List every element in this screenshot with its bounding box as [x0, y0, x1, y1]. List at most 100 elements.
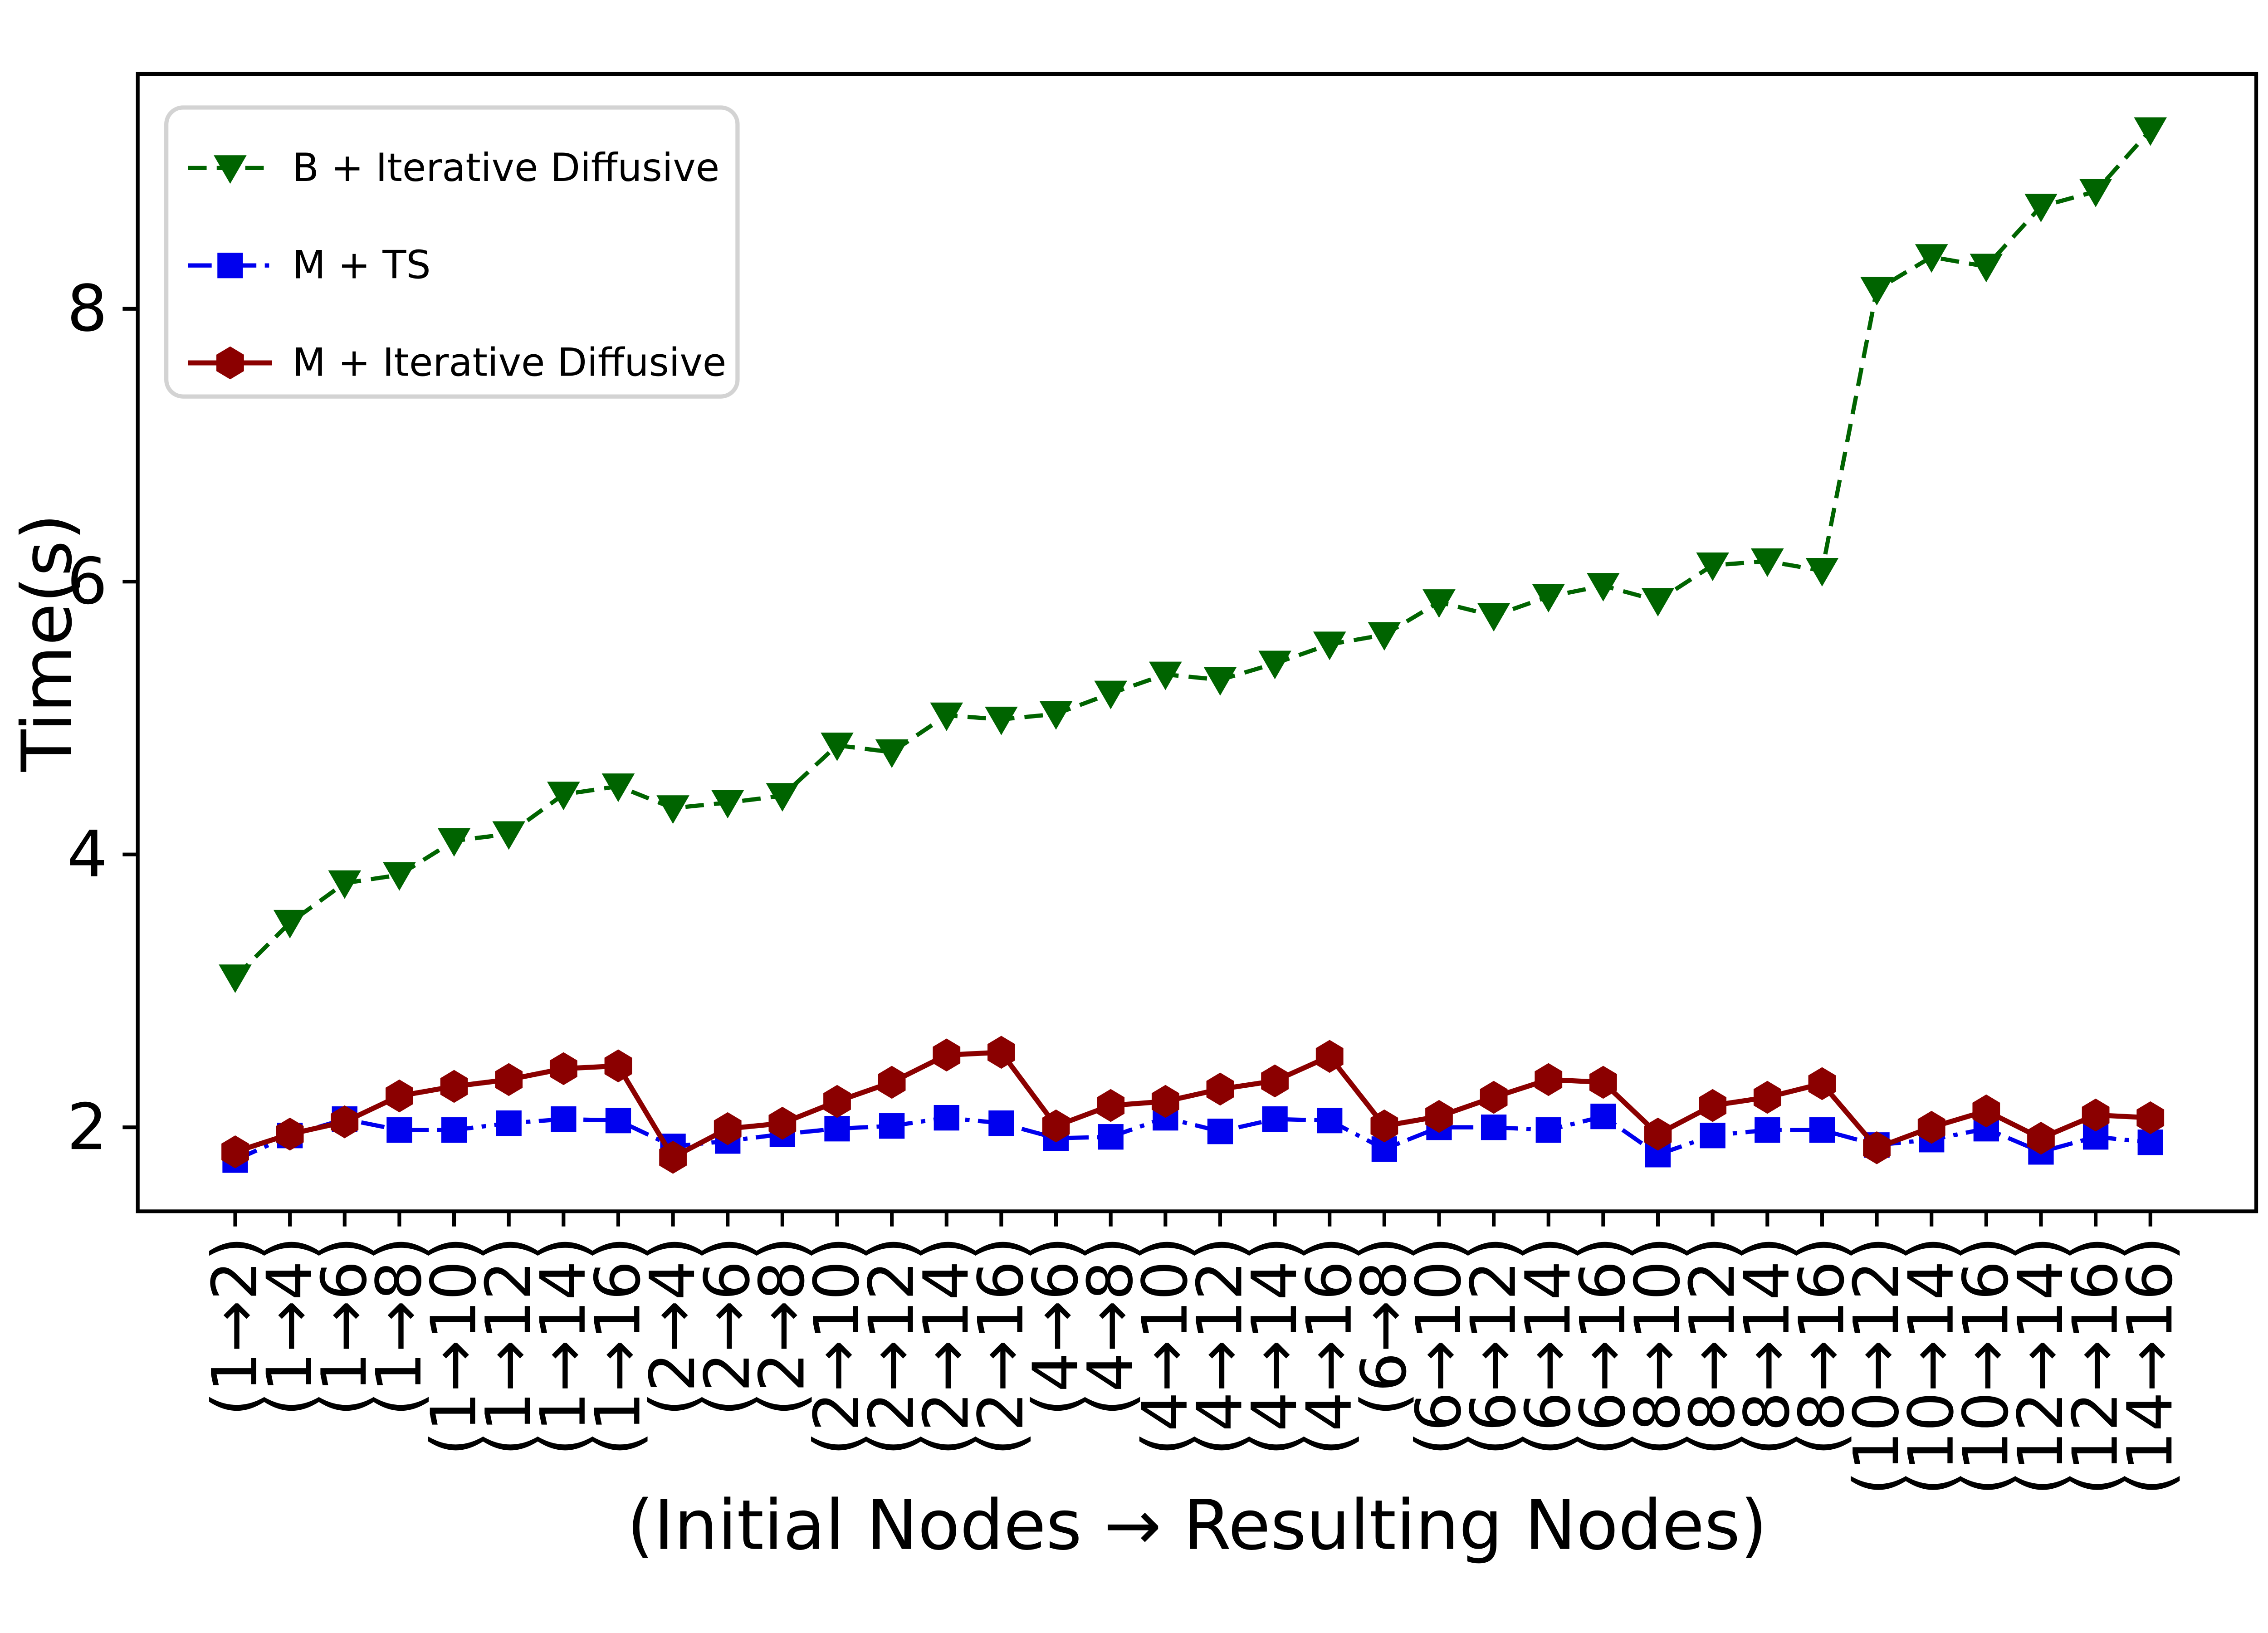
- square-marker: [1317, 1108, 1343, 1134]
- triangle-down-marker: [1094, 680, 1127, 709]
- square-marker: [1262, 1106, 1288, 1132]
- triangle-down-marker: [1696, 552, 1729, 581]
- square-marker: [934, 1105, 959, 1131]
- legend-label: B + Iterative Diffusive: [292, 146, 719, 191]
- hexagon-marker: [440, 1070, 468, 1103]
- triangle-down-marker: [656, 795, 689, 824]
- triangle-down-marker: [601, 773, 635, 802]
- triangle-down-marker: [1587, 573, 1620, 602]
- hexagon-marker: [1097, 1089, 1125, 1122]
- x-axis-title: (Initial Nodes → Resulting Nodes): [627, 1485, 1767, 1565]
- square-marker: [1207, 1119, 1233, 1144]
- hexagon-marker: [1151, 1085, 1179, 1118]
- triangle-down-marker: [273, 909, 307, 939]
- x-axis-tick-label: (8→14): [1731, 1237, 1804, 1456]
- hexagon-marker: [1370, 1109, 1398, 1143]
- hexagon-marker: [221, 1135, 249, 1169]
- triangle-down-marker: [1422, 589, 1456, 618]
- triangle-down-marker: [875, 739, 909, 768]
- legend-box: [164, 105, 740, 399]
- triangle-down-marker: [492, 821, 525, 850]
- triangle-down-marker: [219, 964, 252, 993]
- triangle-down-marker: [1368, 622, 1401, 651]
- triangle-down-marker: [1313, 631, 1346, 660]
- hexagon-marker: [1480, 1081, 1508, 1114]
- square-marker: [441, 1117, 467, 1143]
- legend-hexagon-icon: [216, 346, 244, 380]
- series-line: [234, 128, 2152, 979]
- triangle-down-marker: [547, 782, 580, 811]
- hexagon-marker: [1261, 1064, 1289, 1098]
- triangle-down-marker: [1915, 244, 1948, 273]
- x-axis-tick-label: (10→12): [1841, 1237, 1913, 1495]
- x-axis-tick-label: (8→16): [1786, 1237, 1858, 1456]
- x-axis-tick-label: (6→12): [1458, 1237, 1530, 1456]
- triangle-down-marker: [2024, 194, 2058, 222]
- hexagon-marker: [1917, 1110, 1945, 1144]
- square-marker: [1535, 1117, 1561, 1143]
- y-axis-tick-label: 4: [67, 817, 108, 892]
- x-axis-tick-label: (6→10): [1403, 1237, 1475, 1456]
- legend-entry: M + Iterative Diffusive: [188, 341, 726, 386]
- legend-label: M + Iterative Diffusive: [292, 341, 726, 386]
- x-axis-tick-label: (2→10): [801, 1237, 873, 1456]
- triangle-down-marker: [2079, 178, 2112, 207]
- x-axis-tick-label: (4→6): [1020, 1237, 1092, 1416]
- x-axis-tick-label: (6→16): [1567, 1237, 1639, 1456]
- y-axis-tick-label: 6: [67, 544, 108, 619]
- square-marker: [824, 1116, 850, 1142]
- hexagon-marker: [659, 1141, 687, 1174]
- hexagon-marker: [1206, 1072, 1234, 1106]
- legend-square-icon: [217, 253, 243, 279]
- triangle-down-marker: [437, 828, 471, 857]
- hexagon-marker: [1535, 1063, 1563, 1096]
- x-axis-tick-label: (4→8): [1075, 1237, 1147, 1416]
- series-b-iterative-diffusive: [219, 117, 2167, 993]
- legend-entry: B + Iterative Diffusive: [188, 146, 719, 191]
- y-axis-tick-label: 2: [67, 1090, 108, 1164]
- triangle-down-marker: [1641, 588, 1675, 617]
- triangle-down-marker: [766, 783, 799, 812]
- x-axis-tick-label: (14→16): [2114, 1237, 2186, 1495]
- hexagon-marker: [331, 1105, 359, 1139]
- plot-border: [136, 72, 2258, 1213]
- x-axis-tick-label: (2→12): [856, 1237, 928, 1456]
- x-axis-tick-label: (1→12): [473, 1237, 545, 1456]
- hexagon-marker: [1644, 1117, 1672, 1151]
- square-marker: [1809, 1117, 1835, 1143]
- hexagon-marker: [768, 1106, 797, 1140]
- hexagon-marker: [386, 1079, 413, 1113]
- hexagon-marker: [276, 1117, 304, 1151]
- hexagon-marker: [987, 1036, 1015, 1069]
- x-axis-tick-label: (1→8): [363, 1237, 435, 1416]
- x-axis-tick-label: (1→6): [308, 1237, 381, 1416]
- hexagon-marker: [1753, 1081, 1781, 1114]
- y-axis-title: Time(s): [7, 513, 87, 772]
- hexagon-marker: [878, 1066, 906, 1099]
- square-marker: [1098, 1124, 1124, 1150]
- legend-label: M + TS: [292, 243, 430, 288]
- x-axis-tick-label: (1→10): [418, 1237, 490, 1456]
- square-marker: [1755, 1117, 1780, 1143]
- hexagon-marker: [549, 1052, 577, 1085]
- square-marker: [1700, 1123, 1725, 1149]
- x-axis-tick-label: (4→14): [1239, 1237, 1311, 1456]
- square-marker: [496, 1110, 522, 1136]
- triangle-down-marker: [2134, 117, 2167, 146]
- triangle-down-marker: [711, 790, 744, 819]
- x-axis-tick-label: (4→16): [1294, 1237, 1366, 1456]
- x-axis-tick-label: (12→14): [2005, 1237, 2077, 1495]
- triangle-down-marker: [1039, 701, 1073, 730]
- x-axis-tick-label: (2→8): [746, 1237, 818, 1416]
- hexagon-marker: [933, 1038, 961, 1072]
- hexagon-marker: [1808, 1067, 1836, 1100]
- hexagon-marker: [1425, 1100, 1453, 1133]
- x-axis-tick-label: (2→4): [637, 1237, 709, 1416]
- hexagon-marker: [714, 1112, 742, 1145]
- hexagon-marker: [1699, 1089, 1727, 1122]
- hexagon-marker: [1042, 1109, 1070, 1143]
- square-marker: [1481, 1115, 1507, 1140]
- x-axis-tick-label: (2→16): [965, 1237, 1037, 1456]
- hexagon-marker: [1315, 1040, 1344, 1073]
